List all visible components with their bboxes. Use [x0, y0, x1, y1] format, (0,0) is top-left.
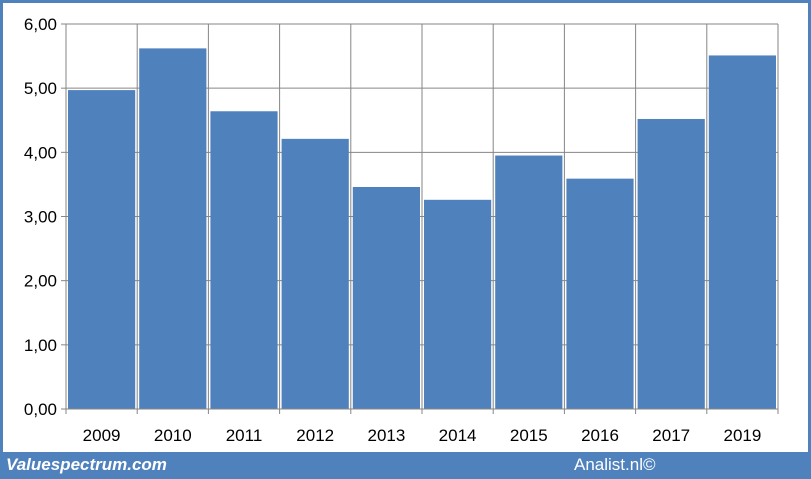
y-tick-label: 2,00 [24, 272, 57, 291]
footer-site-name: Valuespectrum.com [6, 455, 167, 474]
footer-copyright: Analist.nl© [574, 455, 656, 474]
y-tick-label: 6,00 [24, 15, 57, 34]
bar-2010 [139, 48, 207, 410]
y-tick-labels: 0,00 1,00 2,00 3,00 4,00 5,00 6,00 [24, 15, 57, 419]
footer-bar: Valuespectrum.com Analist.nl© [0, 452, 811, 479]
y-tick-label: 5,00 [24, 79, 57, 98]
x-tick-label: 2010 [154, 426, 192, 445]
x-tick-label: 2013 [367, 426, 405, 445]
chart-axes [61, 23, 779, 414]
bar-2014 [424, 199, 492, 409]
y-tick-label: 4,00 [24, 143, 57, 162]
bar-2016 [566, 178, 634, 409]
y-tick-label: 3,00 [24, 208, 57, 227]
bar-2015 [495, 155, 563, 409]
x-tick-label: 2019 [723, 426, 761, 445]
x-tick-label: 2014 [439, 426, 477, 445]
chart-bars [68, 48, 776, 410]
y-tick-label: 1,00 [24, 336, 57, 355]
x-tick-label: 2016 [581, 426, 619, 445]
x-tick-label: 2017 [652, 426, 690, 445]
x-tick-label: 2015 [510, 426, 548, 445]
bar-2011 [210, 111, 278, 410]
bar-2017 [637, 118, 705, 409]
x-tick-label: 2009 [83, 426, 121, 445]
x-tick-label: 2012 [296, 426, 334, 445]
bar-2019 [708, 55, 776, 410]
bar-2012 [281, 138, 349, 409]
y-tick-label: 0,00 [24, 400, 57, 419]
bar-2013 [352, 186, 420, 409]
x-tick-labels: 2009 2010 2011 2012 2013 2014 2015 2016 2017 2019 [83, 426, 762, 445]
bar-2009 [68, 90, 136, 409]
x-tick-label: 2011 [226, 426, 263, 445]
